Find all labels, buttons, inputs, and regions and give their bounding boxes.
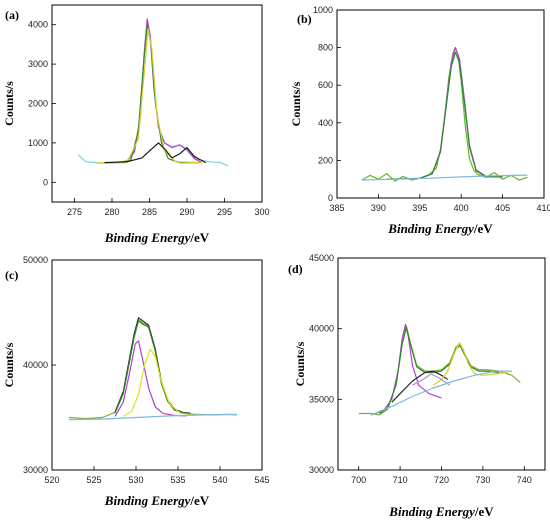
x-axis-label-unit: /eV	[189, 230, 209, 245]
x-tick-label: 395	[412, 203, 427, 213]
series-line-5	[68, 413, 237, 421]
x-tick-label: 535	[170, 475, 185, 485]
x-axis-label-main: Binding Energy	[104, 230, 191, 245]
panel-label: (c)	[5, 268, 18, 282]
x-tick-label: 530	[128, 475, 143, 485]
y-tick-label: 40000	[23, 360, 48, 370]
x-tick-label: 730	[475, 475, 490, 485]
x-axis-label: Binding Energy/eV	[104, 493, 210, 508]
series-line-0	[77, 20, 229, 167]
series-line-0	[358, 325, 521, 416]
x-tick-label: 540	[212, 475, 227, 485]
x-tick-label: 295	[217, 207, 232, 217]
x-axis-label: Binding Energy/eV	[104, 230, 210, 245]
x-tick-label: 400	[454, 203, 469, 213]
y-tick-label: 50000	[23, 255, 48, 265]
series-line-6	[370, 370, 512, 416]
series-line-4	[123, 348, 195, 417]
plot-frame	[336, 9, 545, 199]
series-line-1	[370, 323, 442, 416]
x-tick-label: 545	[254, 475, 269, 485]
x-tick-label: 300	[254, 207, 269, 217]
plot-frame	[337, 257, 546, 471]
series-line-1	[97, 18, 203, 164]
series-line-3	[361, 174, 528, 181]
x-tick-label: 740	[517, 475, 532, 485]
y-tick-label: 40000	[309, 324, 334, 334]
y-axis-label: Counts/s	[289, 81, 303, 126]
series-line-2	[114, 320, 191, 415]
y-tick-label: 200	[318, 155, 333, 165]
y-tick-label: 1000	[28, 138, 48, 148]
panel-2: 520 525 530 535 540 545 30000 40000 50000 (c) Bind…	[2, 255, 270, 508]
x-tick-label: 385	[329, 203, 344, 213]
x-tick-label: 290	[179, 207, 194, 217]
x-axis-label-unit: /eV	[474, 504, 494, 519]
series-line-3	[391, 370, 449, 403]
x-tick-label: 520	[44, 475, 59, 485]
x-tick-label: 710	[393, 475, 408, 485]
panel-1: 385 390 395 400 405 410 0 200 400 600 800 1000(b) Bi…	[289, 5, 550, 236]
series-line-4	[104, 142, 207, 164]
x-tick-label: 275	[67, 207, 82, 217]
series-line-2	[386, 51, 503, 180]
x-axis-label: Binding Energy/eV	[387, 221, 493, 236]
y-tick-label: 2000	[28, 99, 48, 109]
y-tick-label: 600	[318, 80, 333, 90]
series-line-5	[412, 373, 451, 386]
x-tick-label: 285	[142, 207, 157, 217]
x-axis-label-main: Binding Energy	[388, 504, 475, 519]
x-axis-label-main: Binding Energy	[387, 221, 474, 236]
x-tick-label: 390	[371, 203, 386, 213]
series-line-0	[68, 319, 237, 420]
series-line-2	[97, 24, 202, 164]
x-axis-label: Binding Energy/eV	[388, 504, 494, 519]
y-axis-label: Counts/s	[2, 81, 16, 126]
series-line-1	[386, 46, 503, 180]
x-axis-label-main: Binding Energy	[104, 493, 191, 508]
panel-3: 700 710 720 730 740 30000 35000 40000 45000 (d) Bi…	[288, 253, 546, 519]
x-tick-label: 720	[434, 475, 449, 485]
x-tick-label: 700	[351, 475, 366, 485]
series-line-4	[432, 342, 508, 386]
series-line-3	[97, 28, 203, 164]
x-axis-label-unit: /eV	[189, 493, 209, 508]
panel-label: (b)	[297, 12, 312, 26]
y-tick-label: 4000	[28, 20, 48, 30]
panel-label: (a)	[5, 8, 19, 22]
y-tick-label: 0	[328, 193, 333, 203]
y-tick-label: 1000	[313, 5, 333, 15]
y-tick-label: 0	[43, 177, 48, 187]
y-tick-label: 45000	[309, 253, 334, 263]
x-axis-label-unit: /eV	[473, 221, 493, 236]
x-tick-label: 405	[495, 203, 510, 213]
y-tick-label: 30000	[309, 465, 334, 475]
y-tick-label: 30000	[23, 465, 48, 475]
y-tick-label: 3000	[28, 59, 48, 69]
y-tick-label: 400	[318, 118, 333, 128]
plot-frame	[51, 4, 263, 203]
x-tick-label: 410	[536, 203, 550, 213]
panel-label: (d)	[288, 262, 303, 276]
x-tick-label: 280	[104, 207, 119, 217]
panel-0: 275 280 285 290 295 30001000200030004000(a)Bi…	[2, 4, 270, 245]
y-axis-label: Counts/s	[293, 341, 307, 386]
y-axis-label: Counts/s	[2, 342, 16, 387]
y-tick-label: 800	[318, 43, 333, 53]
y-tick-label: 35000	[309, 394, 334, 404]
x-tick-label: 525	[86, 475, 101, 485]
series-line-3	[114, 340, 187, 417]
series-line-2	[379, 326, 500, 414]
